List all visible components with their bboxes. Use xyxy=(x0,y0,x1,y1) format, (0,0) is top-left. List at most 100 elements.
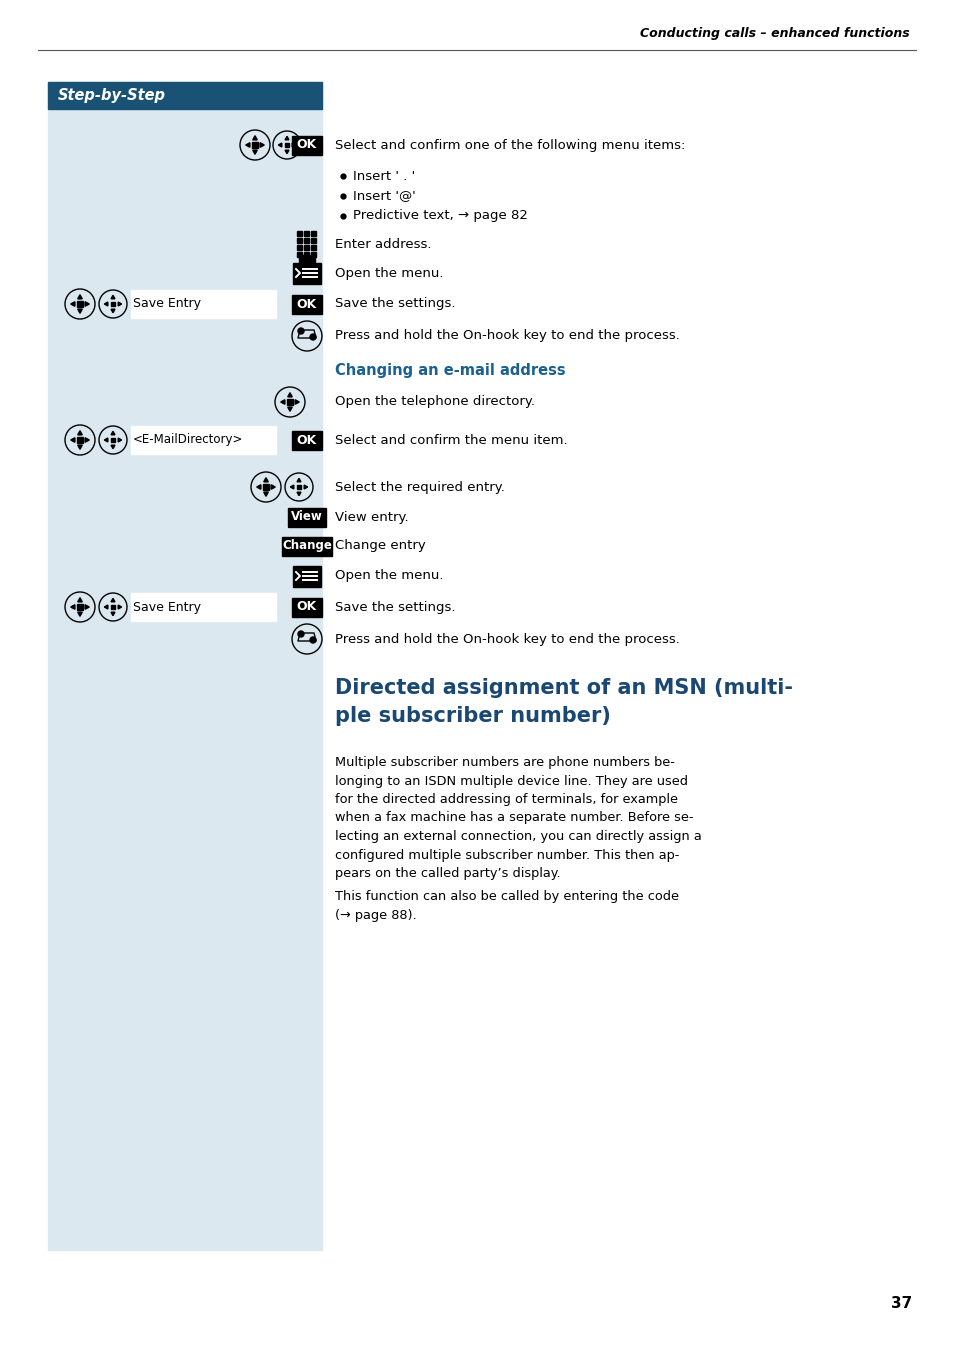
Text: OK: OK xyxy=(296,434,316,446)
Circle shape xyxy=(297,329,304,334)
Text: Save the settings.: Save the settings. xyxy=(335,297,455,311)
Text: Open the telephone directory.: Open the telephone directory. xyxy=(335,396,535,408)
Polygon shape xyxy=(263,477,268,481)
Text: Change: Change xyxy=(282,539,332,553)
Polygon shape xyxy=(260,143,264,147)
Polygon shape xyxy=(77,295,82,299)
Bar xyxy=(48,82,322,1251)
Bar xyxy=(292,598,322,617)
Text: 37: 37 xyxy=(890,1297,911,1311)
Polygon shape xyxy=(104,301,108,306)
Text: Step-by-Step: Step-by-Step xyxy=(58,88,166,103)
Text: Change entry: Change entry xyxy=(335,539,425,553)
Bar xyxy=(284,143,289,147)
Bar xyxy=(297,245,302,250)
Bar xyxy=(48,82,322,110)
Bar xyxy=(304,238,309,243)
Polygon shape xyxy=(253,150,257,154)
Polygon shape xyxy=(85,604,90,610)
Polygon shape xyxy=(288,392,292,397)
Bar xyxy=(292,295,322,314)
Text: lecting an external connection, you can directly assign a: lecting an external connection, you can … xyxy=(335,830,701,844)
Bar xyxy=(252,142,257,147)
Circle shape xyxy=(310,334,315,339)
Polygon shape xyxy=(111,612,115,615)
Bar xyxy=(292,135,322,154)
Text: OK: OK xyxy=(296,138,316,151)
Text: Select and confirm the menu item.: Select and confirm the menu item. xyxy=(335,434,567,446)
Polygon shape xyxy=(246,143,250,147)
Polygon shape xyxy=(304,485,308,489)
Text: ple subscriber number): ple subscriber number) xyxy=(335,706,610,726)
Text: Select the required entry.: Select the required entry. xyxy=(335,480,504,493)
Text: Press and hold the On-hook key to end the process.: Press and hold the On-hook key to end th… xyxy=(335,330,679,342)
Polygon shape xyxy=(118,438,122,442)
Bar xyxy=(131,289,275,318)
Polygon shape xyxy=(290,485,294,489)
Bar xyxy=(131,426,275,454)
Text: Insert '@': Insert '@' xyxy=(353,189,416,203)
Polygon shape xyxy=(118,606,122,608)
Polygon shape xyxy=(118,301,122,306)
Bar xyxy=(304,251,309,257)
Polygon shape xyxy=(111,310,115,312)
Circle shape xyxy=(310,637,315,644)
Polygon shape xyxy=(253,135,257,139)
Bar xyxy=(263,484,269,489)
Bar xyxy=(77,301,83,307)
Bar xyxy=(292,430,322,449)
Text: Multiple subscriber numbers are phone numbers be-: Multiple subscriber numbers are phone nu… xyxy=(335,756,674,769)
Bar xyxy=(312,245,316,250)
Polygon shape xyxy=(292,143,295,147)
Text: when a fax machine has a separate number. Before se-: when a fax machine has a separate number… xyxy=(335,811,693,825)
Polygon shape xyxy=(285,150,289,154)
Text: Directed assignment of an MSN (multi-: Directed assignment of an MSN (multi- xyxy=(335,677,792,698)
Bar xyxy=(304,245,309,250)
Text: Press and hold the On-hook key to end the process.: Press and hold the On-hook key to end th… xyxy=(335,633,679,645)
Bar xyxy=(298,256,314,265)
Text: View: View xyxy=(291,511,322,523)
Bar xyxy=(131,594,275,621)
Polygon shape xyxy=(111,431,115,435)
Polygon shape xyxy=(104,606,108,608)
Polygon shape xyxy=(278,143,281,147)
Polygon shape xyxy=(263,492,268,496)
Text: OK: OK xyxy=(296,297,316,311)
Text: Open the menu.: Open the menu. xyxy=(335,569,443,583)
Polygon shape xyxy=(111,599,115,602)
Polygon shape xyxy=(77,445,82,449)
Bar xyxy=(287,399,293,404)
Text: Conducting calls – enhanced functions: Conducting calls – enhanced functions xyxy=(639,27,909,41)
Text: View entry.: View entry. xyxy=(335,511,408,523)
Bar xyxy=(312,251,316,257)
Polygon shape xyxy=(296,479,300,481)
Text: This function can also be called by entering the code: This function can also be called by ente… xyxy=(335,890,679,903)
Bar xyxy=(77,437,83,443)
Polygon shape xyxy=(71,301,75,307)
Polygon shape xyxy=(111,295,115,299)
Polygon shape xyxy=(85,438,90,442)
Bar xyxy=(77,604,83,610)
Text: for the directed addressing of terminals, for example: for the directed addressing of terminals… xyxy=(335,794,678,806)
Text: (→ page 88).: (→ page 88). xyxy=(335,909,416,922)
Polygon shape xyxy=(271,485,275,489)
Text: Predictive text, → page 82: Predictive text, → page 82 xyxy=(353,210,527,223)
Text: OK: OK xyxy=(296,600,316,614)
Text: longing to an ISDN multiple device line. They are used: longing to an ISDN multiple device line.… xyxy=(335,775,687,787)
Bar xyxy=(293,262,320,284)
Bar xyxy=(111,604,115,610)
Polygon shape xyxy=(71,438,75,442)
Polygon shape xyxy=(256,485,260,489)
Bar xyxy=(312,238,316,243)
Polygon shape xyxy=(77,310,82,314)
Bar xyxy=(312,231,316,237)
Polygon shape xyxy=(296,492,300,496)
Bar xyxy=(304,231,309,237)
Polygon shape xyxy=(280,400,285,404)
Polygon shape xyxy=(77,431,82,435)
Text: Save Entry: Save Entry xyxy=(132,297,201,311)
Bar xyxy=(293,565,320,587)
Text: Select and confirm one of the following menu items:: Select and confirm one of the following … xyxy=(335,138,684,151)
Polygon shape xyxy=(288,407,292,411)
Polygon shape xyxy=(294,400,299,404)
